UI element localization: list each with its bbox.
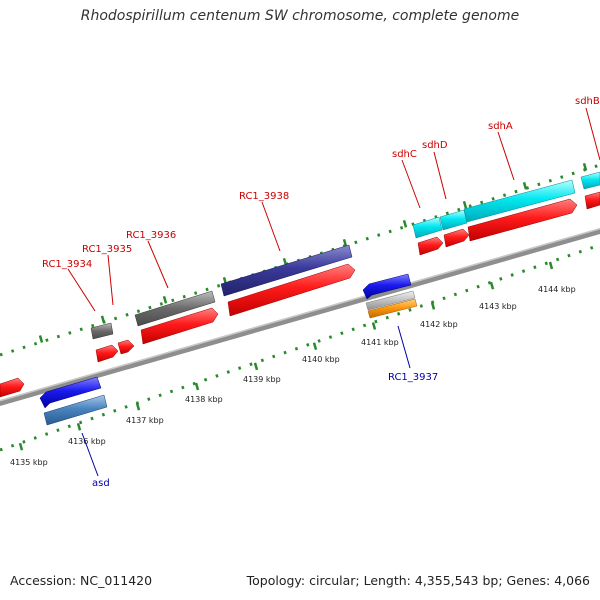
label-sdhA: sdhA	[488, 121, 513, 132]
major-tick	[100, 315, 106, 324]
gene-RC1_3936	[134, 290, 216, 327]
kbp-label: 4141 kbp	[361, 338, 399, 347]
gene-sdhC	[412, 216, 443, 239]
label-asd: asd	[92, 478, 110, 489]
forward-labels: RC1_3934 RC1_3935 RC1_3936 RC1_3938 sdhC…	[42, 96, 600, 312]
cds-arrow	[227, 263, 356, 317]
gene-asd	[43, 394, 108, 426]
leader-line	[81, 432, 99, 477]
forward-major-ticks	[38, 162, 588, 343]
label-RC1_3938: RC1_3938	[239, 191, 289, 202]
leader-line	[497, 131, 515, 181]
kbp-label: 4142 kbp	[420, 320, 458, 329]
gene-RC1_3937-rna	[365, 290, 416, 311]
major-tick	[38, 335, 44, 343]
kbp-label: 4138 kbp	[185, 395, 223, 404]
major-tick	[194, 382, 200, 391]
map-title: Rhodospirillum centenum SW chromosome, c…	[80, 8, 520, 24]
major-tick	[18, 442, 24, 451]
label-sdhC: sdhC	[392, 149, 417, 160]
cds-arrow	[443, 228, 470, 248]
reverse-gene-track	[39, 273, 418, 426]
kbp-label: 4139 kbp	[243, 375, 281, 384]
leader-line	[585, 107, 600, 161]
cds-arrow	[417, 236, 444, 256]
major-tick	[548, 261, 554, 270]
major-tick	[489, 281, 495, 290]
leader-line	[397, 325, 411, 369]
forward-gene-track	[90, 171, 600, 340]
gene-sdhA	[463, 179, 576, 223]
forward-cds-track	[0, 191, 600, 398]
label-sdhD: sdhD	[422, 140, 448, 151]
cds-arrow-reverse	[39, 376, 102, 409]
major-tick	[522, 181, 528, 190]
kbp-label: 4143 kbp	[479, 302, 517, 311]
label-RC1_3934: RC1_3934	[42, 259, 92, 270]
backbone-highlight	[0, 228, 600, 402]
kbp-label: 4140 kbp	[302, 355, 340, 364]
leader-line	[401, 159, 421, 209]
major-tick	[135, 402, 141, 411]
reverse-tick-track	[0, 243, 600, 452]
cds-arrow	[117, 339, 135, 355]
label-RC1_3935: RC1_3935	[82, 244, 132, 255]
major-tick	[253, 362, 259, 371]
label-RC1_3936: RC1_3936	[126, 230, 176, 241]
cds-arrow	[140, 307, 219, 345]
leader-line	[67, 268, 96, 312]
gene-RC1_3938	[220, 244, 353, 297]
cds-arrow-reverse	[362, 273, 412, 300]
leader-line	[147, 240, 169, 289]
gene-RC1_3934	[90, 322, 114, 340]
reverse-labels: asd RC1_3937	[81, 325, 438, 489]
major-tick	[371, 322, 377, 330]
cds-arrow	[467, 198, 578, 242]
gene-RC1_3937	[367, 298, 418, 319]
leader-line	[107, 254, 114, 306]
leader-line	[261, 201, 281, 252]
kbp-label: 4136 kbp	[68, 437, 106, 446]
reverse-major-ticks	[18, 261, 554, 451]
cds-arrow	[95, 344, 119, 363]
genome-summary-text: Topology: circular; Length: 4,355,543 bp…	[246, 573, 590, 588]
major-tick	[162, 295, 168, 304]
label-sdhB: sdhB	[575, 96, 600, 107]
cds-arrow	[584, 191, 600, 210]
major-tick	[462, 200, 468, 209]
leader-line	[433, 151, 447, 200]
major-tick	[402, 219, 408, 228]
gene-sdhB	[580, 171, 600, 190]
major-tick	[342, 238, 348, 247]
major-tick	[582, 162, 588, 171]
kbp-label: 4135 kbp	[10, 458, 48, 467]
accession-text: Accession: NC_011420	[10, 573, 153, 588]
major-tick	[76, 422, 82, 431]
kbp-label: 4137 kbp	[126, 416, 164, 425]
kbp-label: 4144 kbp	[538, 285, 576, 294]
cds-arrow	[0, 377, 25, 398]
major-tick	[312, 342, 318, 351]
gene-sdhD	[439, 209, 468, 231]
label-RC1_3937: RC1_3937	[388, 372, 438, 383]
major-tick	[430, 302, 436, 310]
